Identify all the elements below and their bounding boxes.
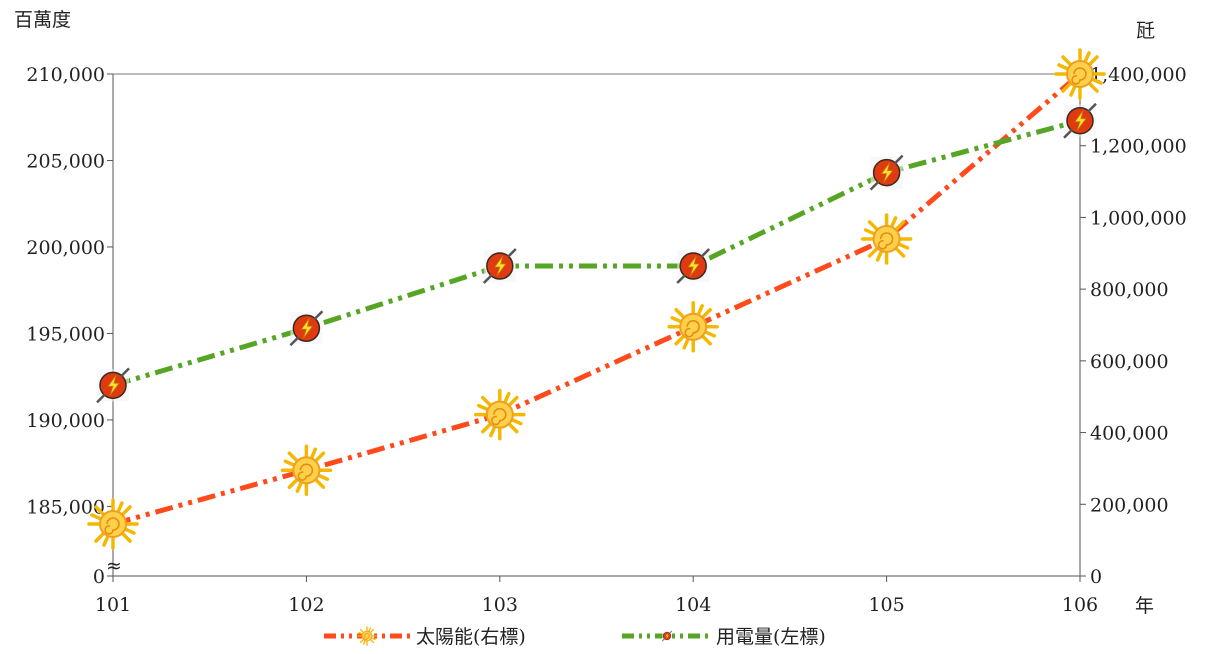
x-tick-label: 102 <box>288 594 324 616</box>
left-axis-ticks: 0 185,000 190,000 195,000 200,000 205,000 210,… <box>26 64 113 588</box>
right-tick-label: 800,000 <box>1090 279 1169 301</box>
x-tick-label: 105 <box>868 594 904 616</box>
legend-label-solar: 太陽能(右標) <box>416 626 526 648</box>
sun-icon <box>860 213 913 265</box>
right-tick-label: 1,400,000 <box>1090 64 1187 86</box>
solar-markers <box>87 48 1106 550</box>
right-tick-label: 1,000,000 <box>1090 207 1187 229</box>
sun-icon <box>1054 48 1106 100</box>
legend: 太陽能(右標) 用電量(左標) <box>324 626 826 648</box>
legend-sun-icon <box>357 626 377 646</box>
power-markers <box>95 102 1098 404</box>
left-tick-label: 190,000 <box>26 410 105 432</box>
right-tick-label: 600,000 <box>1090 351 1169 373</box>
x-tick-label: 106 <box>1062 594 1098 616</box>
lightning-icon <box>1062 102 1098 139</box>
legend-item-solar: 太陽能(右標) <box>324 626 526 648</box>
legend-lightning-icon <box>661 630 673 642</box>
lightning-icon <box>675 247 711 285</box>
right-tick-label: 400,000 <box>1090 423 1169 445</box>
left-tick-label: 0 <box>93 566 105 588</box>
sun-icon <box>474 388 526 441</box>
left-tick-label: 210,000 <box>26 64 105 86</box>
right-tick-label: 1,200,000 <box>1090 136 1187 158</box>
right-tick-label: 200,000 <box>1090 494 1169 516</box>
lightning-icon <box>95 367 131 404</box>
x-axis-ticks: 101 102 103 104 105 106 <box>95 576 1098 616</box>
legend-label-power: 用電量(左標) <box>716 626 826 648</box>
lightning-icon <box>289 310 324 347</box>
right-axis-unit: 瓩 <box>1136 20 1155 42</box>
series-line-solar <box>112 72 1082 527</box>
legend-item-power: 用電量(左標) <box>622 626 826 648</box>
sun-icon <box>667 301 719 353</box>
lightning-icon <box>869 154 904 191</box>
left-tick-label: 200,000 <box>26 237 105 259</box>
left-tick-label: 195,000 <box>26 323 105 345</box>
x-axis-label: 年 <box>1135 595 1154 617</box>
axis-break-symbol: ≈ <box>106 555 122 577</box>
right-tick-label: 0 <box>1090 566 1102 588</box>
sun-icon <box>280 444 333 496</box>
left-axis-unit: 百萬度 <box>14 9 71 31</box>
left-tick-label: 185,000 <box>26 496 105 518</box>
x-tick-label: 101 <box>95 594 131 616</box>
right-axis-ticks: 0 200,000 400,000 600,000 800,000 1,000,000 1,… <box>1080 64 1187 588</box>
x-tick-label: 103 <box>482 594 518 616</box>
sun-icon <box>87 498 139 550</box>
x-tick-label: 104 <box>675 594 711 616</box>
series-line-power <box>112 118 1081 388</box>
lightning-icon <box>482 247 518 285</box>
left-tick-label: 205,000 <box>26 150 105 172</box>
